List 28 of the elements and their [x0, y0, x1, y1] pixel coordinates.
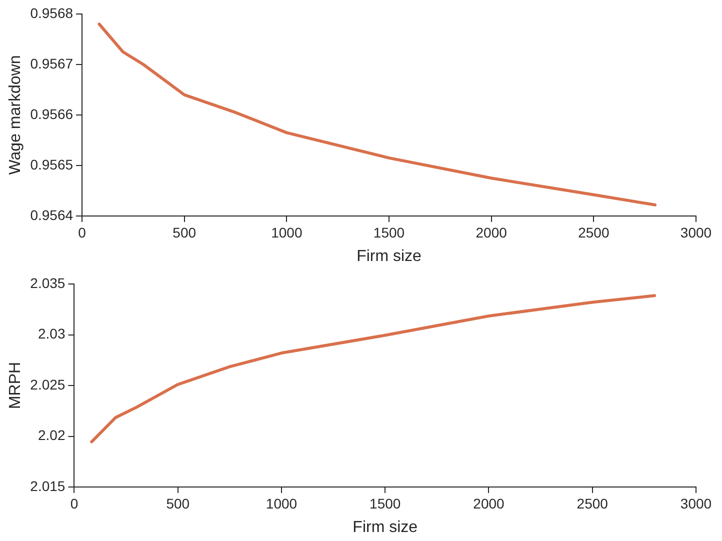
- y-tick-label: 0.9566: [30, 106, 74, 122]
- x-tick-label: 2500: [578, 224, 610, 240]
- x-tick-label: 0: [78, 224, 86, 240]
- x-tick-label: 3000: [680, 224, 712, 240]
- x-tick-label: 0: [70, 495, 78, 512]
- x-tick-label: 2500: [576, 495, 608, 512]
- x-tick-label: 500: [172, 224, 196, 240]
- x-axis-title: Firm size: [352, 518, 418, 536]
- x-tick-label: 3000: [680, 495, 712, 512]
- x-tick-label: 500: [166, 495, 190, 512]
- x-tick-label: 1500: [373, 224, 405, 240]
- y-tick-label: 2.02: [38, 427, 66, 444]
- y-tick-label: 0.9564: [30, 206, 74, 223]
- x-tick-label: 1500: [370, 495, 401, 512]
- y-tick-label: 2.015: [30, 478, 66, 494]
- y-tick-label: 0.9567: [30, 55, 74, 72]
- x-tick-label: 2000: [476, 224, 508, 240]
- y-tick-label: 2.03: [38, 326, 66, 342]
- x-axis-title: Firm size: [356, 248, 422, 265]
- y-tick-label: 0.9565: [30, 156, 74, 172]
- x-tick-label: 2000: [473, 495, 505, 512]
- y-tick-label: 2.025: [30, 376, 66, 392]
- x-tick-label: 1000: [271, 224, 302, 240]
- y-tick-label: 0.9568: [30, 4, 74, 21]
- y-axis-title: MRPH: [7, 362, 24, 410]
- y-tick-label: 2.035: [30, 274, 66, 291]
- x-tick-label: 1000: [266, 495, 298, 512]
- y-axis-title: Wage markdown: [7, 55, 24, 175]
